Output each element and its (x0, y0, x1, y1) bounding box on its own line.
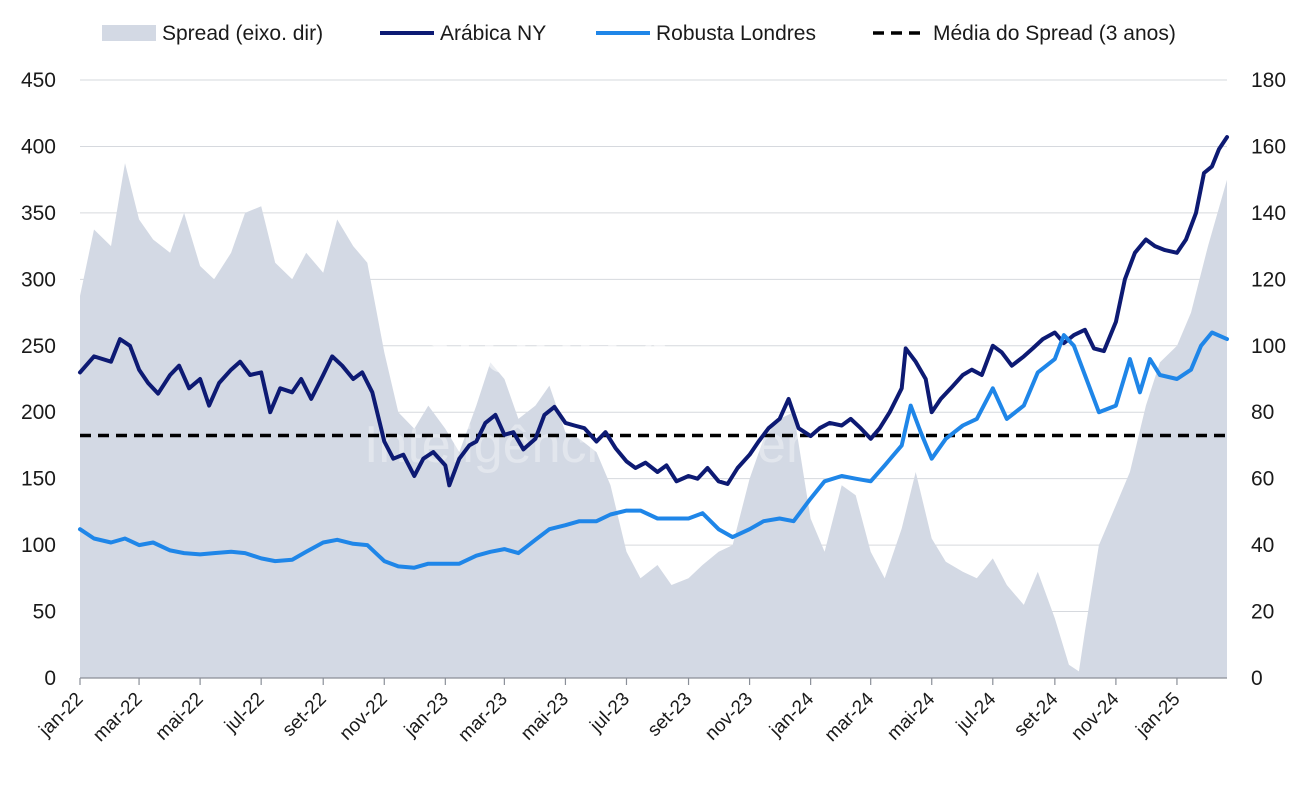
legend-label-spread: Spread (eixo. dir) (162, 22, 323, 45)
series-line-robusta (78, 330, 1229, 570)
legend-item-avg: Média do Spread (3 anos) (873, 22, 1176, 45)
series-line-arabica (78, 135, 1229, 488)
x-tick-label: jul-23 (586, 689, 634, 737)
x-tick-label: mai-22 (152, 689, 208, 745)
x-tick-label: jan-23 (400, 689, 453, 742)
y-right-tick-label: 140 (1251, 202, 1286, 225)
x-tick-label: mar-23 (454, 689, 511, 746)
x-tick-label: jan-25 (1132, 689, 1185, 742)
legend-item-robusta: Robusta Londres (596, 22, 816, 45)
y-left-tick-label: 350 (21, 202, 56, 225)
x-tick-label: mai-24 (883, 688, 939, 744)
legend-item-arabica: Arábica NY (380, 22, 546, 45)
y-left-tick-label: 150 (21, 468, 56, 491)
legend-swatch-spread (102, 25, 156, 41)
spread-area (80, 163, 1227, 679)
y-right-tick-label: 160 (1251, 135, 1286, 158)
y-left-tick-label: 450 (21, 69, 56, 92)
y-left-tick-label: 200 (21, 401, 56, 424)
x-tick-label: jul-22 (220, 689, 268, 737)
x-tick-label: jul-24 (952, 688, 1001, 737)
y-left-tick-label: 0 (44, 667, 56, 690)
y-right-tick-label: 60 (1251, 468, 1274, 491)
y-right-tick-label: 20 (1251, 601, 1274, 624)
x-tick-label: set-22 (279, 689, 331, 741)
x-tick-label: mar-24 (821, 688, 879, 746)
y-left-tick-label: 300 (21, 268, 56, 291)
x-tick-label: jan-24 (765, 688, 818, 741)
legend: Spread (eixo. dir) Arábica NY Robusta Lond… (102, 22, 1176, 45)
watermark-logo: StoneX Inteligência de Mercado (364, 286, 916, 474)
y-right-tick-label: 0 (1251, 667, 1263, 690)
watermark-stonex: StoneX (401, 286, 689, 393)
y-right-tick-label: 40 (1251, 534, 1274, 557)
legend-label-robusta: Robusta Londres (656, 22, 816, 45)
x-tick-label: set-24 (1010, 688, 1062, 740)
series-lines-layer (78, 135, 1229, 570)
y-right-tick-label: 80 (1251, 401, 1274, 424)
y-left-tick-label: 50 (33, 601, 56, 624)
y-right-tick-label: 100 (1251, 335, 1286, 358)
y-left-tick-label: 250 (21, 335, 56, 358)
legend-label-avg: Média do Spread (3 anos) (933, 22, 1176, 45)
y-left-tick-label: 400 (21, 135, 56, 158)
x-tick-label: jan-22 (35, 689, 88, 742)
x-tick-label: set-23 (644, 689, 696, 741)
x-tick-label: mar-22 (89, 689, 146, 746)
legend-item-spread: Spread (eixo. dir) (102, 22, 323, 45)
y-right-tick-label: 120 (1251, 268, 1286, 291)
y-right-tick-label: 180 (1251, 69, 1286, 92)
spread-area-layer (80, 163, 1227, 679)
x-tick-label: nov-22 (336, 689, 392, 745)
x-tick-label: mai-23 (517, 689, 573, 745)
x-tick-label: nov-24 (1068, 688, 1124, 744)
x-tick-label: nov-23 (701, 689, 757, 745)
y-left-tick-label: 100 (21, 534, 56, 557)
legend-label-arabica: Arábica NY (440, 22, 546, 45)
